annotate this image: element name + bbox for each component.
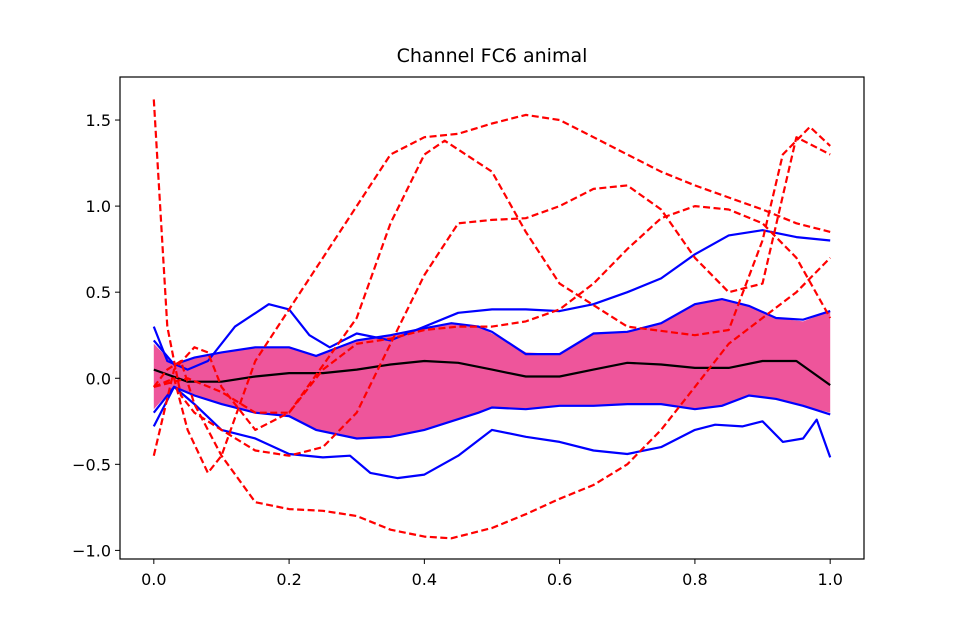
- y-tick-label: 1.5: [86, 111, 111, 130]
- x-tick-label: 0.8: [682, 570, 707, 589]
- series-line-7: [152, 257, 831, 540]
- series-line-3: [152, 385, 832, 480]
- x-axis: 0.0 0.2 0.4 0.6 0.8 1.0: [141, 559, 843, 589]
- band-lower-edge: [152, 385, 831, 440]
- series-line-5: [152, 125, 831, 456]
- y-tick-label: −1.0: [72, 541, 111, 560]
- x-tick-label: 0.0: [141, 570, 166, 589]
- x-tick-label: 0.6: [547, 570, 572, 589]
- series-line-4: [152, 99, 831, 457]
- y-tick-label: −0.5: [72, 455, 111, 474]
- band-upper-edge: [152, 297, 831, 366]
- series-line-8: [153, 205, 832, 414]
- series-line-1: [153, 359, 831, 386]
- series-line-6: [153, 113, 831, 474]
- plot-area: [152, 99, 832, 540]
- series-group: [152, 99, 832, 540]
- axes-frame: [119, 76, 865, 560]
- y-tick-label: 1.0: [86, 197, 111, 216]
- y-tick-label: 0.0: [86, 369, 111, 388]
- x-tick-label: 0.4: [412, 570, 437, 589]
- series-line-2: [152, 229, 831, 371]
- x-tick-label: 0.2: [276, 570, 301, 589]
- x-tick-label: 1.0: [817, 570, 842, 589]
- chart-title: Channel FC6 animal: [397, 45, 588, 67]
- y-axis: −1.0 −0.5 0.0 0.5 1.0 1.5: [72, 111, 120, 560]
- y-tick-label: 0.5: [86, 283, 111, 302]
